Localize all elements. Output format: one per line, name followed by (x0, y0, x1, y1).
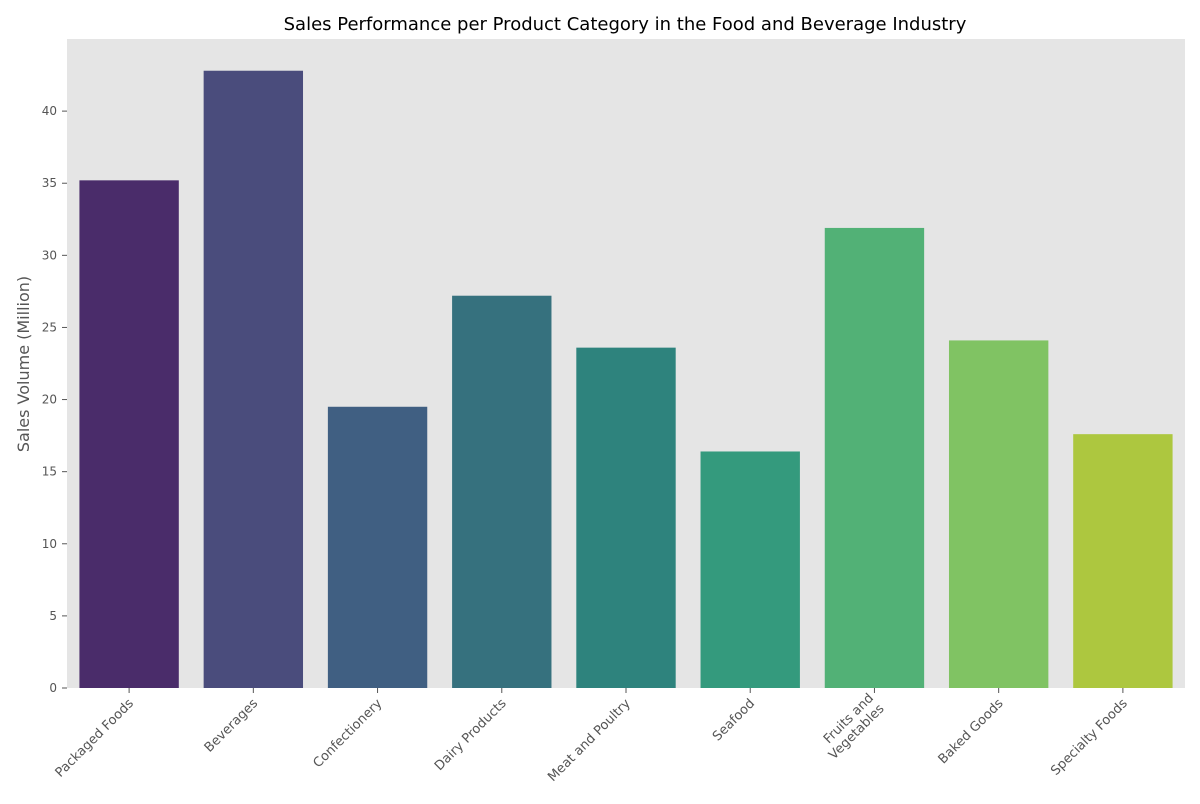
x-tick-label-2: Confectionery (311, 696, 386, 771)
x-axis: Packaged Foods Beverages Confectionery Dair… (53, 688, 1131, 785)
y-tick-label-1: 5 (49, 609, 57, 623)
y-tick-label-0: 0 (49, 681, 57, 695)
bar-2 (327, 406, 428, 688)
y-tick-label-5: 25 (42, 320, 57, 334)
x-tick-label-1: Beverages (202, 696, 262, 756)
y-tick-label-2: 10 (42, 537, 57, 551)
x-tick-label-7: Baked Goods (936, 696, 1007, 767)
y-tick-label-4: 20 (42, 393, 57, 407)
bars-group (79, 70, 1173, 689)
bar-7 (948, 340, 1049, 688)
x-tick-label-line: Meat and Poultry (545, 696, 634, 785)
x-tick-label-3: Dairy Products (432, 696, 510, 774)
y-tick-label-6: 30 (42, 248, 57, 262)
y-tick-label-7: 35 (42, 176, 57, 190)
bar-6 (824, 227, 925, 688)
x-tick-label-line: Packaged Foods (53, 696, 137, 780)
bar-8 (1073, 434, 1173, 688)
x-tick-label-4: Meat and Poultry (545, 696, 634, 785)
bar-5 (700, 451, 800, 688)
y-axis: 0 5 10 15 20 25 30 35 40 (42, 104, 67, 695)
bar-1 (203, 70, 304, 689)
bar-0 (79, 180, 179, 688)
y-tick-label-8: 40 (42, 104, 57, 118)
x-tick-label-0: Packaged Foods (53, 696, 137, 780)
y-axis-label: Sales Volume (Million) (14, 276, 33, 452)
x-tick-label-line: Dairy Products (432, 696, 510, 774)
x-tick-label-line: Specialty Foods (1048, 696, 1131, 779)
x-tick-label-line: Seafood (710, 696, 758, 744)
x-tick-label-line: Beverages (202, 696, 262, 756)
x-tick-label-5: Seafood (710, 696, 758, 744)
bar-4 (576, 347, 676, 688)
x-tick-label-6: Fruits andVegetables (816, 691, 888, 763)
y-tick-label-3: 15 (42, 465, 57, 479)
chart-title: Sales Performance per Product Category i… (284, 14, 967, 35)
x-tick-label-8: Specialty Foods (1048, 696, 1131, 779)
x-tick-label-line: Baked Goods (936, 696, 1007, 767)
bar-3 (452, 295, 552, 688)
x-tick-label-line: Confectionery (311, 696, 386, 771)
